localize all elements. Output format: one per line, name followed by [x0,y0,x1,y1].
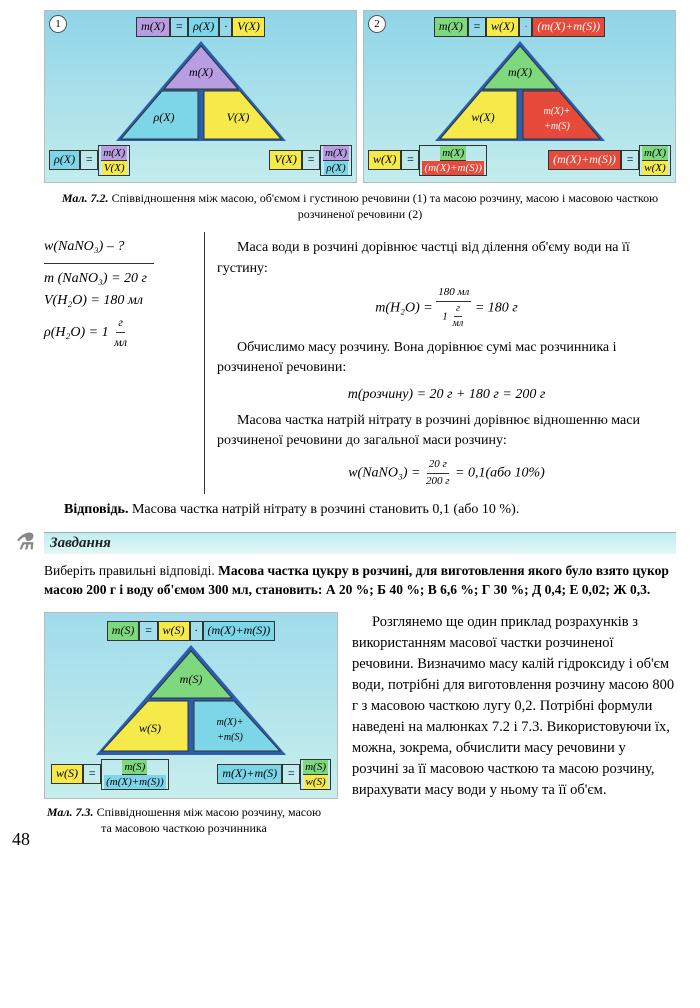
formula-msol: m(розчину) = 20 г + 180 г = 200 г [217,385,676,405]
w-formula: w(X)=m(X)(m(X)+m(S)) [368,145,487,177]
v-box: V(X) [232,17,265,37]
task-text: Виберіть правильні відповіді. Масова час… [44,562,676,600]
d3-sum-formula: m(X)+m(S)=m(S)w(S) [217,759,331,791]
formula-w: w(NaNO₃) = 20 г200 г = 0,1(або 10%) [217,457,676,490]
find-line: w(NaNO₃) – ? [44,236,194,258]
d3-triangle: m(S) w(S) m(X)+ +m(S) [51,645,331,755]
panel-1-top-formula: m(X)=ρ(X)·V(X) [49,17,352,37]
m-box: m(X) [434,17,468,37]
task-banner: ⚗ Завдання [44,532,676,554]
panel-2-number: 2 [368,15,386,33]
svg-text:w(X): w(X) [471,110,494,124]
caption-7-3: Мал. 7.3. Співвідношення між масою розчи… [44,805,324,836]
m-box: m(X) [136,17,170,37]
svg-text:m(X)+: m(X)+ [217,717,244,728]
sum-formula: (m(X)+m(S))=m(X)w(X) [548,145,671,177]
given-line: ρ(H₂O) = 1 гмл [44,313,194,352]
panel-1: 1 m(X)=ρ(X)·V(X) m(X) ρ(X) V(X) ρ(X)=m(X… [44,10,357,183]
panel-1-triangle: m(X) ρ(X) V(X) [49,41,352,141]
svg-text:m(X): m(X) [508,65,532,79]
svg-text:+m(S): +m(S) [544,121,570,132]
flask-icon: ⚗ [14,529,34,555]
diagram-7-3-column: m(S)=w(S)·(m(X)+m(S)) m(S) w(S) m(X)+ +m… [44,612,338,846]
given-data: w(NaNO₃) – ? m (NaNO₃) = 20 г V(H₂O) = 1… [44,232,205,494]
d3-w-formula: w(S)=m(S)(m(X)+m(S)) [51,759,169,791]
d3-top-formula: m(S)=w(S)·(m(X)+m(S)) [51,621,331,641]
solution-para: Обчислимо масу розчину. Вона дорівнює су… [217,338,676,379]
w-box: w(X) [486,17,519,37]
answer-line: Відповідь. Масова частка натрій нітрату … [44,502,676,518]
worked-example: w(NaNO₃) – ? m (NaNO₃) = 20 г V(H₂O) = 1… [44,232,676,494]
caption-7-2: Мал. 7.2. Співвідношення між масою, об'є… [44,191,676,222]
svg-text:w(S): w(S) [139,721,161,735]
svg-text:m(S): m(S) [180,672,203,686]
given-line: m (NaNO₃) = 20 г [44,268,194,290]
page-number: 48 [12,829,30,850]
panel-1-bottom: ρ(X)=m(X)V(X) V(X)=m(X)ρ(X) [49,145,352,177]
given-line: V(H₂O) = 180 мл [44,290,194,312]
body-paragraph: Розглянемо ще один приклад розрахунків з… [352,612,676,846]
svg-text:+m(S): +m(S) [217,732,243,743]
sum-box: (m(X)+m(S)) [532,17,605,37]
diagram-7-2: 1 m(X)=ρ(X)·V(X) m(X) ρ(X) V(X) ρ(X)=m(X… [44,10,676,183]
panel-2-bottom: w(X)=m(X)(m(X)+m(S)) (m(X)+m(S))=m(X)w(X… [368,145,671,177]
svg-text:ρ(X): ρ(X) [152,110,174,124]
panel-1-number: 1 [49,15,67,33]
solution-text: Маса води в розчині дорівнює частці від … [217,232,676,494]
formula-mh2o: m(H₂O) = 180 мл1 гмл = 180 г [217,285,676,332]
panel-2-top-formula: m(X)=w(X)·(m(X)+m(S)) [368,17,671,37]
rho-box: ρ(X) [188,17,219,37]
svg-text:m(X)+: m(X)+ [543,106,570,117]
svg-text:m(X): m(X) [189,65,213,79]
v-formula: V(X)=m(X)ρ(X) [269,145,352,177]
svg-text:V(X): V(X) [226,110,249,124]
d3-bottom: w(S)=m(S)(m(X)+m(S)) m(X)+m(S)=m(S)w(S) [51,759,331,791]
panel-2-triangle: m(X) w(X) m(X)+ +m(S) [368,41,671,141]
solution-para: Маса води в розчині дорівнює частці від … [217,238,676,279]
solution-para: Масова частка натрій нітрату в розчині д… [217,411,676,452]
diagram-7-3: m(S)=w(S)·(m(X)+m(S)) m(S) w(S) m(X)+ +m… [44,612,338,799]
panel-2: 2 m(X)=w(X)·(m(X)+m(S)) m(X) w(X) m(X)+ … [363,10,676,183]
rho-formula: ρ(X)=m(X)V(X) [49,145,130,177]
